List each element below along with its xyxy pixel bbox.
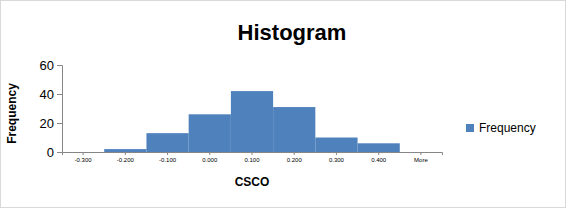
legend: Frequency	[466, 121, 536, 135]
title: Histogram	[238, 20, 347, 45]
bar	[315, 138, 357, 153]
bar	[62, 152, 104, 153]
x-tick: More	[414, 152, 428, 163]
x-axis: -0.300 -0.200 -0.100 0.000 0.100 0.200 0.300 0.…	[63, 152, 443, 163]
x-tick-label: -0.100	[159, 157, 177, 163]
x-tick-label: More	[414, 157, 428, 163]
y-tick-label: 0	[47, 145, 54, 160]
y-tick: 20	[40, 116, 62, 131]
x-tick: -0.200	[117, 152, 135, 163]
x-axis-title: CSCO	[235, 175, 270, 189]
x-tick-mark	[209, 152, 210, 155]
bars	[104, 91, 400, 152]
x-tick-label: 0.100	[244, 157, 260, 163]
y-axis-title: Frequency	[5, 83, 19, 144]
y-tick-mark	[57, 94, 62, 95]
y-tick-label: 40	[40, 87, 54, 102]
y-tick-mark	[57, 152, 62, 153]
legend-swatch	[466, 124, 474, 132]
bar	[189, 114, 231, 152]
x-tick-label: 0.300	[329, 157, 345, 163]
x-tick-label: -0.200	[117, 157, 135, 163]
y-tick-label: 60	[40, 58, 54, 73]
bar	[231, 91, 273, 152]
chart-frame	[1, 1, 566, 208]
x-tick-mark	[167, 152, 168, 155]
bar	[358, 143, 400, 152]
x-tick-label: 0.000	[202, 157, 218, 163]
bar	[400, 152, 442, 153]
x-tick: 0.200	[287, 152, 303, 163]
y-tick: 60	[40, 58, 62, 73]
x-tick-mark	[378, 152, 379, 155]
bar	[104, 149, 146, 152]
x-tick: 0.300	[329, 152, 345, 163]
y-tick: 0	[47, 145, 62, 160]
x-tick-mark	[336, 152, 337, 155]
x-axis-line	[63, 153, 443, 156]
y-axis: 0 20 40 60	[40, 58, 63, 160]
x-tick-label: 0.200	[287, 157, 303, 163]
x-tick-mark	[83, 152, 84, 155]
x-tick: 0.100	[244, 152, 260, 163]
x-tick-label: 0.400	[371, 157, 387, 163]
x-tick: 0.000	[202, 152, 218, 163]
x-tick-mark	[125, 152, 126, 155]
x-tick: -0.300	[75, 152, 93, 163]
y-tick-mark	[57, 65, 62, 66]
chart: 0 20 40 60 -0.300 -0.200 -0.100 0.000 0.100 0.200…	[0, 0, 566, 208]
x-tick-mark	[252, 152, 253, 155]
y-tick-label: 20	[40, 116, 54, 131]
legend-item: Frequency	[466, 121, 536, 135]
legend-label: Frequency	[479, 121, 536, 135]
bar	[273, 107, 315, 152]
y-axis-line	[57, 66, 63, 153]
x-tick: -0.100	[159, 152, 177, 163]
bar	[146, 133, 188, 152]
x-tick-label: -0.300	[75, 157, 93, 163]
x-tick: 0.400	[371, 152, 387, 163]
y-tick: 40	[40, 87, 62, 102]
x-tick-mark	[420, 152, 421, 155]
y-tick-mark	[57, 123, 62, 124]
x-tick-mark	[294, 152, 295, 155]
